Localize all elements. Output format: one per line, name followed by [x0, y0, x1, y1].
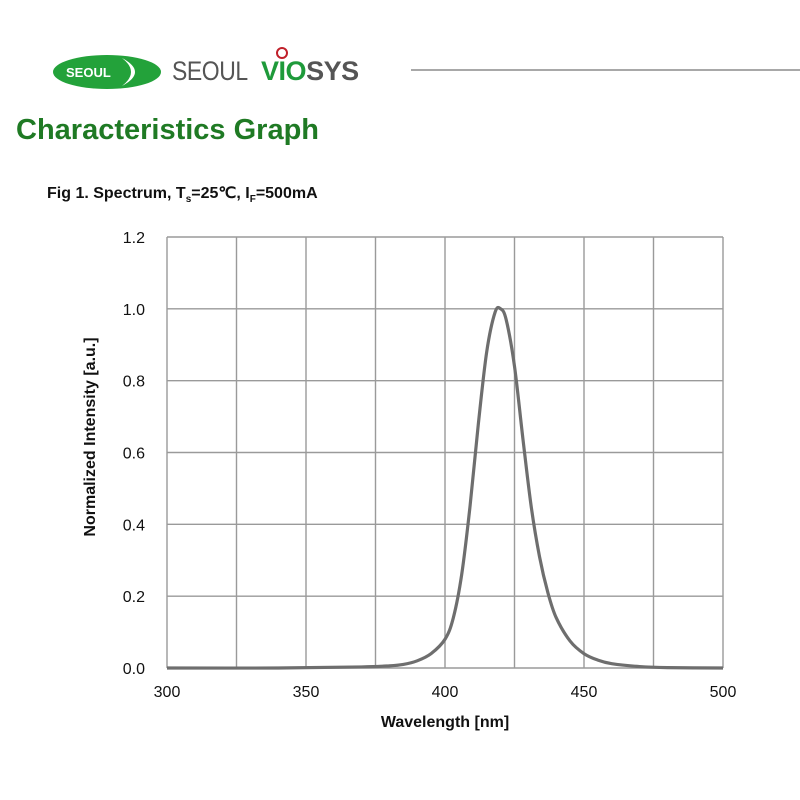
y-tick-label: 0.0	[123, 661, 145, 678]
x-tick-label: 350	[293, 684, 320, 701]
y-tick-label: 0.4	[123, 517, 145, 534]
x-axis-ticks: 300 350 400 450 500	[154, 684, 737, 701]
page-title: Characteristics Graph	[16, 114, 320, 146]
caption-prefix: Fig 1. Spectrum, T	[47, 185, 186, 202]
y-axis-label: Normalized Intensity [a.u.]	[82, 337, 99, 536]
brand-part-vio: VIO	[261, 56, 307, 86]
caption-mid: =25℃, I	[191, 185, 250, 202]
x-tick-label: 450	[571, 684, 598, 701]
logo-badge-text: SEOUL	[66, 65, 111, 80]
y-tick-label: 1.2	[123, 230, 145, 247]
brand-part-seoul: SEOUL	[172, 56, 248, 86]
x-tick-label: 300	[154, 684, 181, 701]
y-tick-label: 1.0	[123, 302, 145, 319]
seoul-logo-badge: SEOUL	[53, 55, 161, 89]
caption-subscript-s: s	[185, 194, 192, 206]
chart-grid	[166, 236, 724, 669]
x-tick-label: 400	[432, 684, 459, 701]
caption-subscript-f: F	[249, 194, 256, 206]
y-tick-label: 0.8	[123, 374, 145, 391]
brand-dot-icon	[276, 47, 288, 59]
brand-part-sys: SYS	[306, 56, 359, 86]
spectrum-curve	[166, 305, 724, 670]
header-divider	[411, 69, 800, 71]
brand-wordmark: SEOUL VIOSYS	[172, 56, 359, 87]
caption-suffix: =500mA	[255, 185, 318, 202]
y-tick-label: 0.6	[123, 446, 145, 463]
x-tick-label: 500	[710, 684, 737, 701]
y-tick-label: 0.2	[123, 589, 145, 606]
figure-caption: Fig 1. Spectrum, Ts=25℃, IF=500mA	[47, 183, 318, 205]
y-axis-ticks: 0.0 0.2 0.4 0.6 0.8 1.0 1.2	[123, 230, 145, 678]
x-axis-label: Wavelength [nm]	[381, 714, 509, 731]
